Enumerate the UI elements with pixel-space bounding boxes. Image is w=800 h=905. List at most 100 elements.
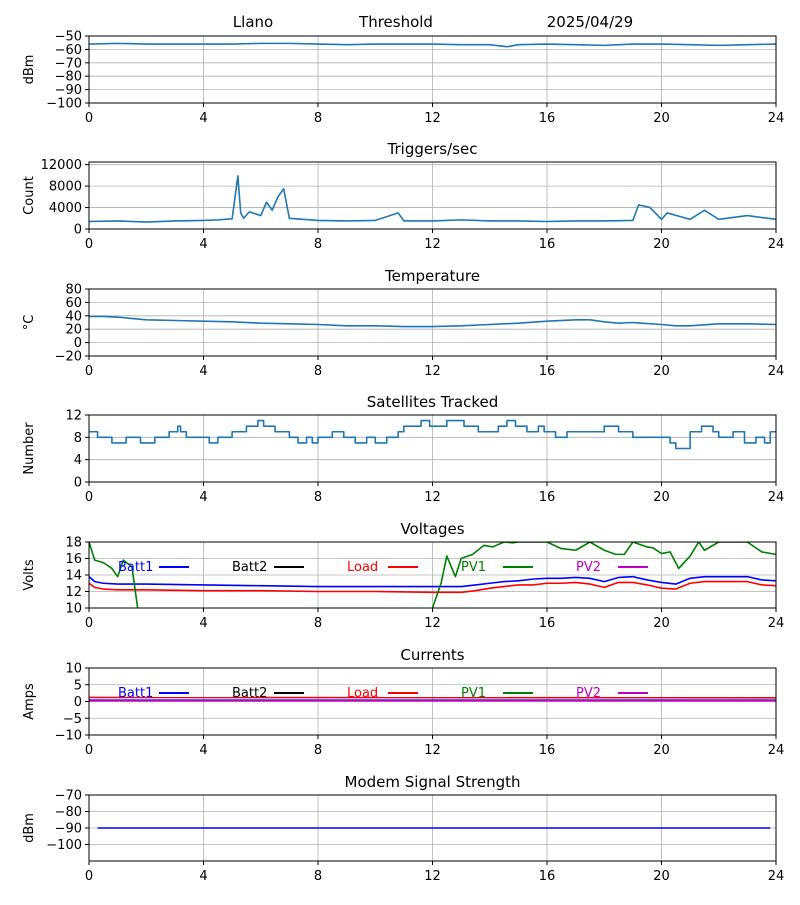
currents-title: Currents bbox=[400, 646, 464, 664]
triggers-ytick-label: 0 bbox=[74, 223, 82, 238]
voltages-xtick-label: 0 bbox=[85, 616, 93, 631]
satellites-ytick-label: 0 bbox=[74, 476, 82, 491]
voltages-legend-label-pv2: PV2 bbox=[576, 560, 601, 575]
satellites-xtick-label: 0 bbox=[85, 490, 93, 505]
modem-xtick-label: 20 bbox=[653, 869, 670, 884]
voltages-xtick-label: 24 bbox=[768, 616, 785, 631]
currents-xtick-label: 12 bbox=[424, 743, 441, 758]
currents-legend-label-batt1: Batt1 bbox=[118, 686, 153, 701]
threshold-xtick-label: 0 bbox=[85, 111, 93, 126]
temperature-xtick-label: 16 bbox=[539, 364, 556, 379]
voltages-ytick-label: 16 bbox=[65, 552, 82, 567]
modem-xtick-label: 8 bbox=[314, 869, 322, 884]
temperature-ylabel: °C bbox=[22, 315, 37, 331]
voltages-legend-label-batt2: Batt2 bbox=[232, 560, 267, 575]
temperature-xtick-label: 4 bbox=[199, 364, 207, 379]
temperature-title: Temperature bbox=[384, 267, 480, 285]
currents-ytick-label: 5 bbox=[74, 678, 82, 693]
modem-xtick-label: 4 bbox=[199, 869, 207, 884]
currents-xtick-label: 20 bbox=[653, 743, 670, 758]
modem-ytick-label: −90 bbox=[55, 822, 82, 837]
triggers-xtick-label: 24 bbox=[768, 237, 785, 252]
voltages-xtick-label: 8 bbox=[314, 616, 322, 631]
triggers-ylabel: Count bbox=[22, 176, 37, 215]
currents-legend-label-batt2: Batt2 bbox=[232, 686, 267, 701]
header-label: Threshold bbox=[358, 13, 433, 31]
triggers-xtick-label: 0 bbox=[85, 237, 93, 252]
header-station: Llano bbox=[233, 13, 273, 31]
currents-xtick-label: 0 bbox=[85, 743, 93, 758]
voltages-ylabel: Volts bbox=[22, 559, 37, 591]
triggers-xtick-label: 12 bbox=[424, 237, 441, 252]
satellites-xtick-label: 4 bbox=[199, 490, 207, 505]
triggers-ytick-label: 12000 bbox=[41, 158, 82, 173]
satellites-ytick-label: 8 bbox=[74, 431, 82, 446]
triggers-xtick-label: 4 bbox=[199, 237, 207, 252]
modem-ytick-label: −70 bbox=[55, 789, 82, 804]
temperature-ytick-label: 60 bbox=[65, 296, 82, 311]
triggers-xtick-label: 8 bbox=[314, 237, 322, 252]
temperature-ytick-label: 0 bbox=[74, 336, 82, 351]
voltages-xtick-label: 20 bbox=[653, 616, 670, 631]
voltages-legend-label-batt1: Batt1 bbox=[118, 560, 153, 575]
temperature-ytick-label: −20 bbox=[55, 350, 82, 365]
currents-ytick-label: −10 bbox=[55, 729, 82, 744]
threshold-xtick-label: 16 bbox=[539, 111, 556, 126]
modem-xtick-label: 0 bbox=[85, 869, 93, 884]
voltages-ytick-label: 10 bbox=[65, 602, 82, 617]
temperature-xtick-label: 20 bbox=[653, 364, 670, 379]
satellites-xtick-label: 16 bbox=[539, 490, 556, 505]
satellites-xtick-label: 12 bbox=[424, 490, 441, 505]
satellites-ytick-label: 4 bbox=[74, 453, 82, 468]
currents-legend-label-load: Load bbox=[347, 686, 378, 701]
temperature-xtick-label: 8 bbox=[314, 364, 322, 379]
threshold-xtick-label: 24 bbox=[768, 111, 785, 126]
voltages-xtick-label: 16 bbox=[539, 616, 556, 631]
currents-legend-label-pv2: PV2 bbox=[576, 686, 601, 701]
satellites-xtick-label: 8 bbox=[314, 490, 322, 505]
modem-ytick-label: −100 bbox=[46, 838, 82, 853]
triggers-xtick-label: 16 bbox=[539, 237, 556, 252]
voltages-xtick-label: 12 bbox=[424, 616, 441, 631]
header-date: 2025/04/29 bbox=[547, 13, 633, 31]
currents-ytick-label: −5 bbox=[63, 712, 82, 727]
voltages-ytick-label: 14 bbox=[65, 569, 82, 584]
currents-xtick-label: 16 bbox=[539, 743, 556, 758]
modem-xtick-label: 24 bbox=[768, 869, 785, 884]
modem-title: Modem Signal Strength bbox=[345, 773, 521, 791]
modem-xtick-label: 16 bbox=[539, 869, 556, 884]
voltages-legend-label-load: Load bbox=[347, 560, 378, 575]
currents-ylabel: Amps bbox=[22, 683, 37, 720]
satellites-title: Satellites Tracked bbox=[367, 393, 498, 411]
temperature-ytick-label: 20 bbox=[65, 323, 82, 338]
currents-xtick-label: 8 bbox=[314, 743, 322, 758]
temperature-ytick-label: 40 bbox=[65, 309, 82, 324]
temperature-xtick-label: 12 bbox=[424, 364, 441, 379]
currents-ytick-label: 0 bbox=[74, 695, 82, 710]
currents-ytick-label: 10 bbox=[65, 662, 82, 677]
modem-ylabel: dBm bbox=[22, 813, 37, 843]
temperature-xtick-label: 0 bbox=[85, 364, 93, 379]
currents-xtick-label: 24 bbox=[768, 743, 785, 758]
voltages-xtick-label: 4 bbox=[199, 616, 207, 631]
temperature-xtick-label: 24 bbox=[768, 364, 785, 379]
threshold-xtick-label: 12 bbox=[424, 111, 441, 126]
triggers-ytick-label: 4000 bbox=[49, 201, 82, 216]
modem-xtick-label: 12 bbox=[424, 869, 441, 884]
triggers-xtick-label: 20 bbox=[653, 237, 670, 252]
temperature-ytick-label: 80 bbox=[65, 283, 82, 298]
threshold-xtick-label: 8 bbox=[314, 111, 322, 126]
voltages-ytick-label: 12 bbox=[65, 585, 82, 600]
voltages-title: Voltages bbox=[400, 520, 464, 538]
currents-legend-label-pv1: PV1 bbox=[461, 686, 486, 701]
threshold-ytick-label: −100 bbox=[46, 97, 82, 112]
triggers-ytick-label: 8000 bbox=[49, 180, 82, 195]
